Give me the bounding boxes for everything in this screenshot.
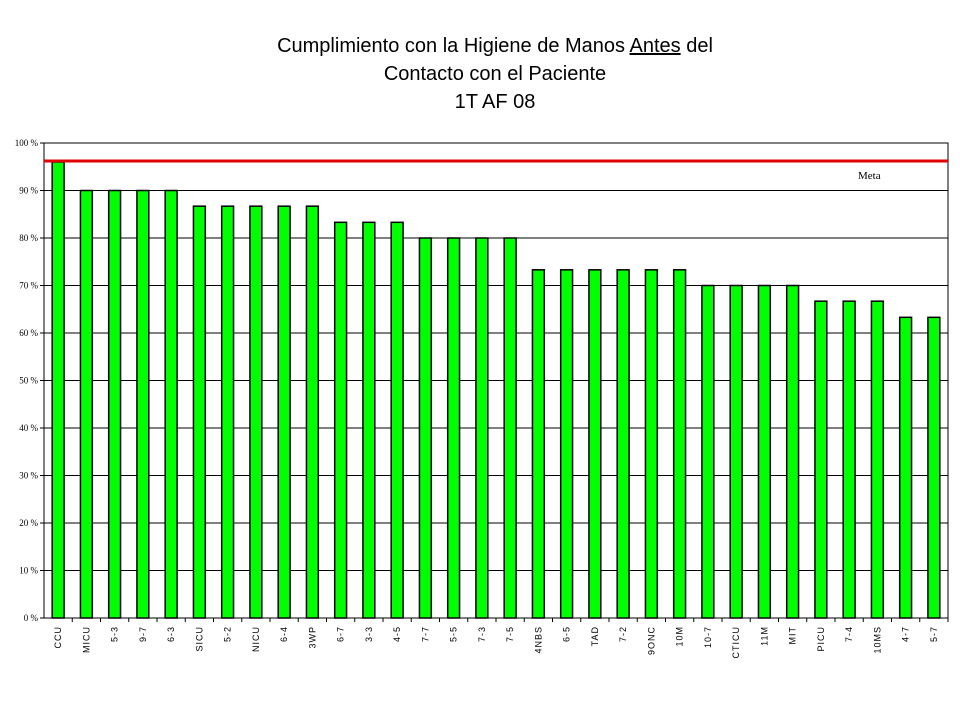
x-tick-label: MICU: [81, 626, 91, 653]
bar: [164, 189, 178, 619]
y-tick-label: 60 %: [19, 328, 38, 338]
x-tick-label: 7-2: [618, 626, 628, 642]
bar: [475, 237, 489, 619]
bar: [927, 316, 941, 619]
bar: [446, 237, 461, 619]
bar: [390, 221, 404, 619]
bar: [898, 316, 913, 619]
x-tick-label: 6-4: [279, 626, 289, 642]
x-tick-label: 5-7: [929, 626, 939, 642]
y-tick-label: 90 %: [19, 186, 38, 196]
bar: [136, 189, 150, 619]
x-tick-label: 4-5: [392, 626, 402, 642]
x-tick-label: 10-7: [703, 626, 713, 648]
x-tick-label: 9ONC: [646, 626, 656, 655]
chart-title: Cumplimiento con la Higiene de Manos Ant…: [0, 32, 960, 116]
y-tick-label: 80 %: [19, 233, 38, 243]
title-line1-before: Cumplimiento con la Higiene de Manos: [277, 35, 630, 57]
bar: [757, 284, 772, 619]
bar: [333, 221, 348, 619]
title-line2: Contacto con el Paciente: [383, 63, 607, 85]
x-tick-label: CCU: [53, 626, 63, 649]
bar: [616, 269, 630, 619]
x-tick-label: NICU: [251, 626, 261, 652]
x-tick-label: 7-4: [844, 626, 854, 642]
y-tick-label: 30 %: [19, 471, 38, 481]
target-line-label: Meta: [858, 170, 881, 182]
x-tick-label: PICU: [816, 626, 826, 652]
bar: [51, 161, 65, 619]
title-line3: 1T AF 08: [454, 91, 536, 113]
bar: [588, 269, 602, 619]
x-tick-label: 5-2: [223, 626, 233, 642]
bar: [362, 221, 376, 619]
title-line1-underlined: Antes: [629, 35, 681, 57]
bar: [220, 205, 235, 619]
x-tick-label: 5-5: [449, 626, 459, 642]
x-tick-label: 10MS: [872, 626, 882, 654]
bar: [701, 284, 715, 619]
y-tick-label: 20 %: [19, 518, 38, 528]
bar: [842, 300, 856, 619]
bar: [503, 237, 517, 619]
y-tick-label: 40 %: [19, 423, 38, 433]
bar: [531, 269, 546, 619]
y-tick-label: 10 %: [19, 566, 38, 576]
x-tick-label: 7-5: [505, 626, 515, 642]
y-tick-label: 100 %: [15, 138, 39, 148]
x-tick-label: 7-7: [420, 626, 430, 642]
x-tick-label: MIT: [788, 626, 798, 645]
x-tick-label: 7-3: [477, 626, 487, 642]
y-tick-label: 70 %: [19, 281, 38, 291]
bar: [644, 269, 659, 619]
bar: [79, 189, 94, 619]
bar: [785, 284, 800, 619]
bar: [814, 300, 828, 619]
title-line1-after: del: [680, 35, 713, 57]
bar: [249, 205, 263, 619]
x-tick-label: 5-3: [110, 626, 120, 642]
x-tick-label: TAD: [590, 626, 600, 646]
bar: [559, 269, 574, 619]
x-tick-label: SICU: [194, 626, 204, 652]
x-tick-label: 9-7: [138, 626, 148, 642]
bar: [672, 269, 687, 619]
x-tick-label: 6-3: [166, 626, 176, 642]
bar: [305, 205, 320, 619]
bar: [870, 300, 885, 619]
y-tick-label: 0 %: [24, 613, 39, 623]
x-tick-label: 4NBS: [533, 626, 543, 654]
bar: [729, 284, 743, 619]
x-tick-label: 6-7: [336, 626, 346, 642]
x-tick-label: CTICU: [731, 626, 741, 659]
bar: [277, 205, 291, 619]
x-tick-label: 3-3: [364, 626, 374, 642]
x-tick-label: 6-5: [562, 626, 572, 642]
bar: [192, 205, 207, 619]
bar: [418, 237, 433, 619]
y-tick-label: 50 %: [19, 376, 38, 386]
bar: [107, 189, 122, 619]
x-tick-label: 10M: [675, 626, 685, 647]
x-tick-label: 4-7: [901, 626, 911, 642]
x-tick-label: 3WP: [307, 626, 317, 649]
x-tick-label: 11M: [759, 626, 769, 646]
